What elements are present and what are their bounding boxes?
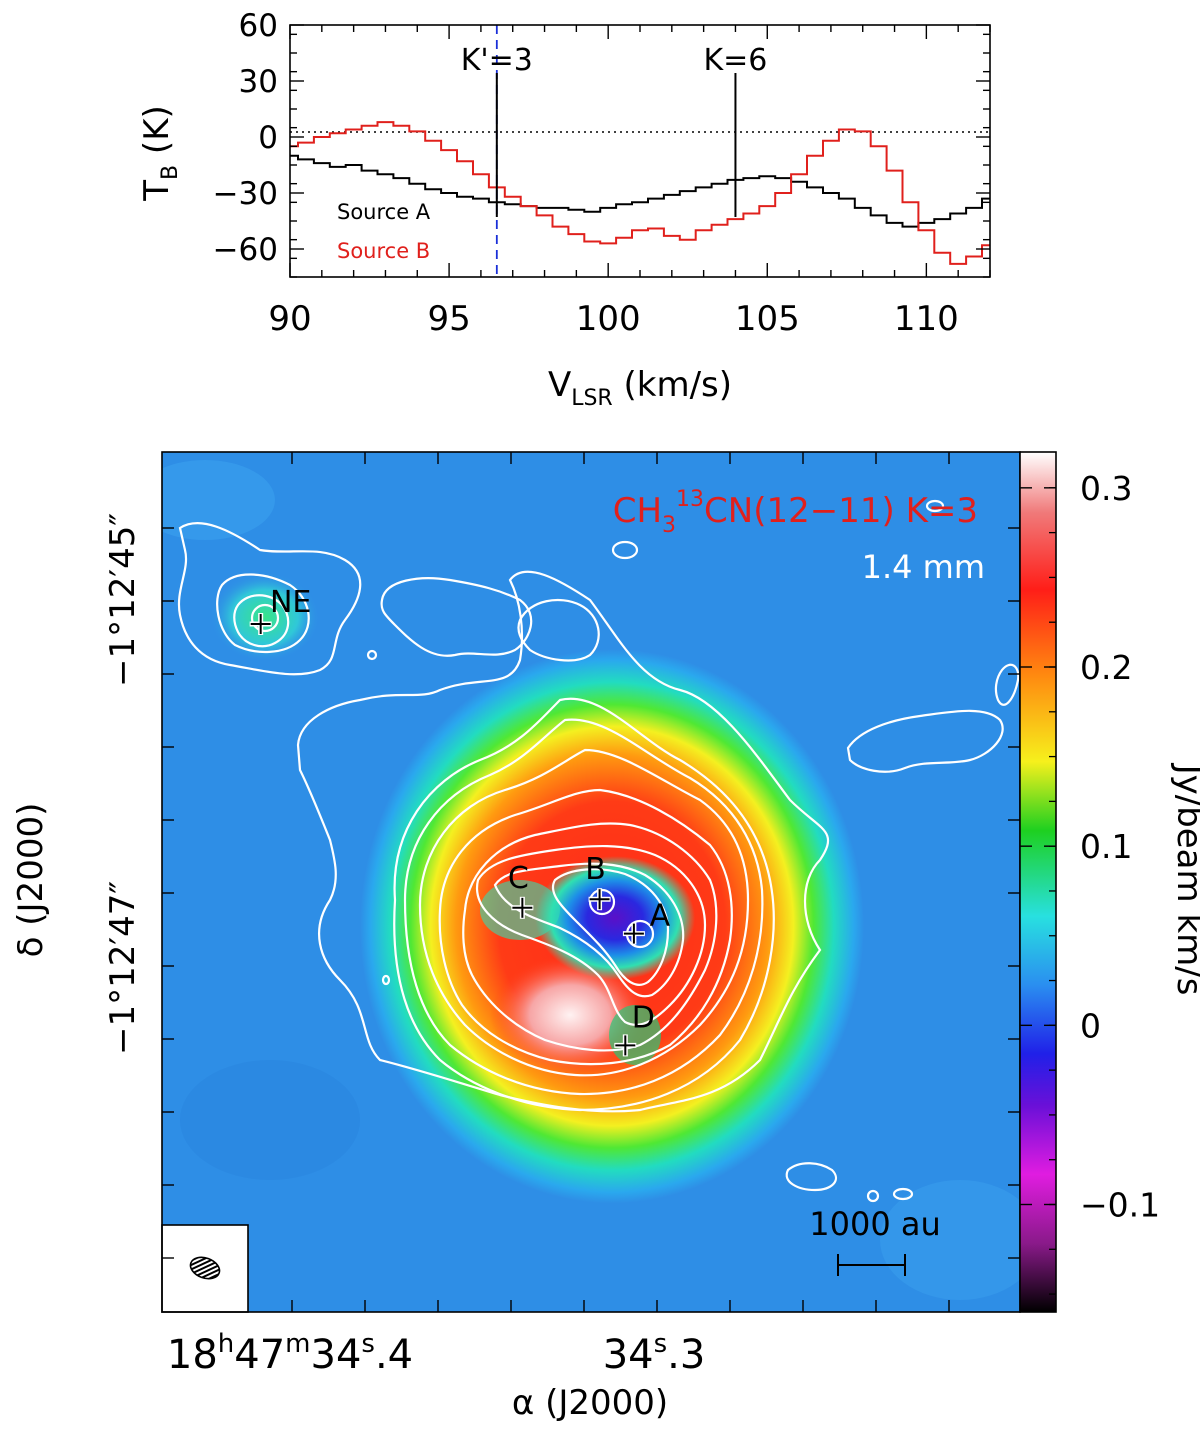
ra-axis-label: α (J2000) [512, 1383, 668, 1423]
contour [381, 974, 391, 986]
ra-tick-label: 18h47m34s.4 [167, 1329, 413, 1378]
colorbar: 0.3 0.2 0.1 0 −0.1 Jy/beam km/s [1019, 451, 1200, 1313]
source-markers: NE C B A D [249, 585, 671, 1057]
contour [418, 748, 750, 1077]
x-tick-label: 100 [576, 299, 641, 339]
contour [177, 522, 362, 676]
contour [233, 594, 290, 648]
x-tick-label: 90 [268, 299, 311, 339]
contour [393, 697, 775, 1112]
band-label: 1.4 mm [862, 548, 985, 586]
map-panel: NE C B A D CH313CN(12−11) K=3 1.4 mm 1000 au… [11, 451, 1021, 1423]
line-title: CH313CN(12−11) K=3 [613, 487, 978, 538]
vline-label: K'=3 [461, 43, 533, 78]
scale-bar-label: 1000 au [809, 1205, 941, 1243]
x-tick-label: 95 [427, 299, 470, 339]
colorbar-tick-label: −0.1 [1080, 1186, 1160, 1225]
contour [785, 1162, 838, 1192]
y-tick-label: −30 [213, 176, 278, 212]
source-label: B [585, 852, 606, 887]
contour [846, 709, 1004, 773]
contour [611, 540, 639, 560]
spectrum-y-axis-label: TB (K) [137, 105, 183, 202]
colorbar-tick-label: 0.2 [1080, 648, 1132, 687]
legend-source-a: Source A [337, 200, 431, 224]
contour [866, 1189, 880, 1203]
colorbar-tick-label: 0.3 [1080, 469, 1132, 508]
contour [994, 663, 1020, 706]
ra-tick-label: 34s.3 [603, 1329, 706, 1378]
y-tick-label: −60 [213, 232, 278, 268]
dec-axis-label: δ (J2000) [11, 803, 51, 958]
contour [403, 718, 764, 1096]
scale-bar [837, 1254, 906, 1276]
colorbar-label: Jy/beam km/s [1169, 763, 1200, 996]
series-source-a [290, 154, 990, 228]
colorbar-tick-label: 0 [1080, 1006, 1101, 1045]
contour [296, 570, 830, 1113]
legend-source-b: Source B [337, 239, 430, 263]
contour [517, 598, 600, 662]
contour [250, 603, 280, 633]
contour [551, 868, 670, 986]
series-source-b [290, 121, 990, 265]
contour [216, 573, 310, 654]
contour [475, 844, 707, 1026]
vline-label: K=6 [704, 43, 768, 78]
y-tick-label: 30 [239, 64, 278, 100]
intensity-image [162, 452, 1020, 1312]
colorbar-tick-label: 0.1 [1080, 827, 1132, 866]
contour [925, 499, 945, 513]
dec-tick-label: −1°12′47″ [103, 881, 143, 1055]
dec-tick-label: −1°12′45″ [103, 513, 143, 687]
beam-ellipse [189, 1256, 221, 1280]
source-label: D [632, 1000, 655, 1035]
spectrum-x-axis-label: VLSR (km/s) [548, 365, 732, 411]
contour [493, 862, 685, 998]
map-ticks [162, 452, 1020, 1312]
spectrum-panel: K'=3 K=6 60 30 0 −30 −60 90 95 100 105 110 VLSR (… [137, 8, 991, 411]
x-tick-label: 110 [894, 299, 959, 339]
source-label: NE [270, 585, 311, 620]
y-tick-label: 0 [258, 120, 278, 156]
y-tick-label: 60 [239, 8, 278, 44]
contour [438, 788, 733, 1066]
colorbar-ramp [1019, 451, 1057, 1313]
source-label: C [508, 861, 529, 896]
source-label: A [650, 899, 671, 934]
contour [462, 822, 718, 1052]
x-tick-label: 105 [735, 299, 800, 339]
contour [366, 649, 378, 661]
contour [892, 1187, 914, 1201]
contour [380, 577, 533, 657]
